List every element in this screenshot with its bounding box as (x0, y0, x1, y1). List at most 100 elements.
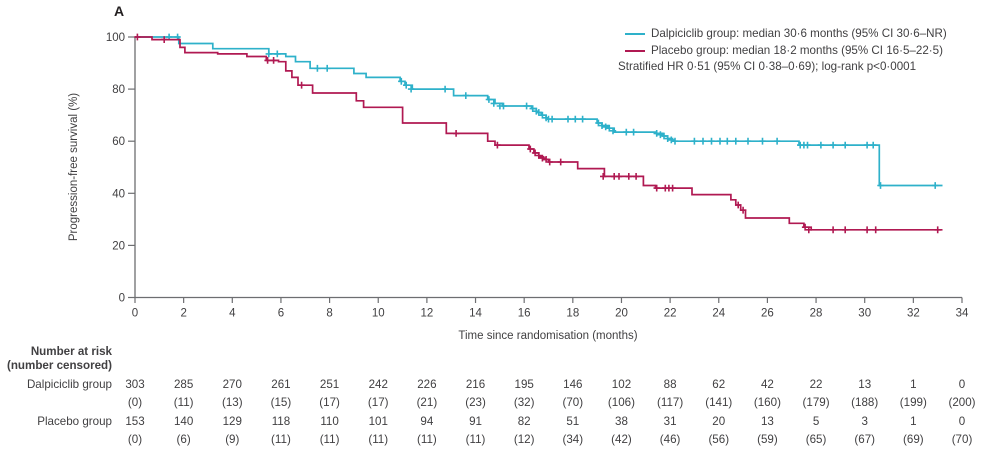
risk-row-label: Placebo group (37, 415, 112, 428)
survival-step-line-dalpiciclib (135, 36, 943, 187)
x-tick-label: 14 (469, 308, 482, 320)
risk-cell-at-risk: 22 (809, 378, 823, 391)
risk-cell-censored: (117) (657, 396, 684, 409)
x-axis-title: Time since randomisation (months) (458, 330, 637, 342)
x-tick-label: 16 (518, 308, 531, 320)
risk-cell-at-risk: 195 (514, 378, 534, 391)
risk-cell-censored: (106) (607, 396, 636, 409)
risk-cell-censored: (200) (948, 396, 976, 409)
risk-cell-censored: (70) (562, 396, 584, 409)
risk-cell-censored: (6) (176, 433, 191, 446)
risk-cell-at-risk: 226 (417, 378, 437, 391)
risk-cell-censored: (11) (368, 433, 389, 446)
x-tick-label: 4 (229, 308, 236, 320)
risk-cell-at-risk: 270 (222, 378, 242, 391)
risk-cell-censored: (15) (270, 396, 292, 409)
x-tick-label: 20 (615, 308, 628, 320)
risk-cell-censored: (13) (221, 396, 243, 409)
risk-cell-censored: (179) (802, 396, 830, 409)
risk-cell-at-risk: 110 (320, 415, 339, 428)
risk-cell-at-risk: 153 (125, 415, 145, 428)
risk-cell-censored: (32) (513, 396, 535, 409)
risk-cell-at-risk: 140 (173, 415, 194, 428)
risk-cell-censored: (12) (513, 433, 535, 446)
risk-cell-at-risk: 251 (319, 378, 340, 391)
risk-cell-censored: (34) (562, 433, 584, 446)
risk-cell-censored: (59) (757, 433, 778, 446)
x-tick-label: 24 (712, 308, 725, 320)
stratified-hr-note: Stratified HR 0·51 (95% CI 0·38–0·69); l… (618, 60, 917, 73)
x-tick-label: 2 (180, 308, 186, 320)
risk-cell-at-risk: 303 (125, 378, 145, 391)
risk-cell-at-risk: 101 (368, 415, 388, 428)
risk-cell-censored: (17) (319, 396, 340, 409)
risk-cell-at-risk: 261 (271, 378, 291, 391)
legend-label-dalpiciclib: Dalpiciclib group: median 30·6 months (9… (651, 27, 947, 40)
legend: Dalpiciclib group: median 30·6 months (9… (618, 26, 947, 76)
risk-cell-at-risk: 102 (611, 378, 632, 391)
legend-item-dalpiciclib: Dalpiciclib group: median 30·6 months (9… (618, 26, 947, 43)
risk-cell-censored: (65) (805, 433, 827, 446)
risk-cell-censored: (23) (465, 396, 486, 409)
risk-cell-censored: (21) (416, 396, 438, 409)
risk-cell-at-risk: 62 (712, 378, 726, 391)
y-axis-title: Progression-free survival (%) (68, 93, 80, 241)
risk-table-header-line1: Number at risk (30, 345, 112, 358)
risk-table-header: Number at risk (number censored) (0, 345, 112, 373)
risk-cell-at-risk: 118 (271, 415, 291, 428)
risk-cell-at-risk: 285 (173, 378, 194, 391)
risk-cell-at-risk: 42 (760, 378, 774, 391)
legend-label-placebo: Placebo group: median 18·2 months (95% C… (651, 43, 943, 57)
risk-cell-censored: (160) (753, 396, 781, 409)
x-tick-label: 18 (566, 308, 579, 320)
y-tick-label: 80 (112, 84, 125, 96)
risk-cell-at-risk: 13 (858, 378, 872, 391)
x-tick-label: 30 (858, 308, 871, 320)
risk-cell-at-risk: 82 (517, 415, 531, 428)
risk-cell-censored: (0) (127, 433, 143, 446)
risk-cell-at-risk: 1 (910, 415, 917, 428)
risk-cell-censored: (46) (659, 433, 681, 446)
risk-cell-censored: (141) (705, 396, 733, 409)
y-tick-label: 0 (119, 293, 125, 305)
risk-cell-censored: (11) (271, 433, 291, 446)
censor-marks-placebo (134, 33, 941, 234)
risk-cell-at-risk: 0 (958, 378, 966, 391)
risk-cell-censored: (17) (367, 396, 389, 409)
risk-cell-at-risk: 13 (760, 415, 774, 428)
risk-cell-at-risk: 216 (465, 378, 486, 391)
risk-cell-censored: (11) (465, 433, 486, 446)
x-tick-label: 12 (420, 308, 433, 320)
placebo-line-swatch (625, 49, 645, 52)
risk-cell-censored: (56) (708, 433, 730, 446)
risk-cell-at-risk: 94 (420, 415, 434, 428)
x-tick-label: 34 (956, 308, 969, 320)
risk-cell-censored: (11) (416, 433, 437, 446)
risk-cell-at-risk: 20 (712, 415, 726, 428)
x-tick-label: 8 (326, 308, 332, 320)
risk-table-header-line2: (number censored) (6, 359, 112, 372)
legend-item-placebo: Placebo group: median 18·2 months (95% C… (618, 43, 947, 60)
risk-cell-at-risk: 31 (663, 415, 677, 428)
risk-cell-at-risk: 0 (958, 415, 966, 428)
dalpiciclib-line-swatch (625, 33, 645, 36)
risk-cell-at-risk: 51 (566, 415, 580, 428)
risk-cell-at-risk: 146 (563, 378, 583, 391)
x-tick-label: 22 (664, 308, 677, 320)
risk-cell-at-risk: 1 (910, 378, 917, 391)
x-tick-label: 6 (278, 308, 284, 320)
x-tick-label: 26 (761, 308, 774, 320)
y-tick-label: 40 (112, 188, 125, 200)
risk-cell-at-risk: 3 (861, 415, 868, 428)
censor-marks-dalpiciclib (165, 33, 939, 189)
risk-cell-censored: (11) (173, 396, 194, 409)
risk-row-label: Dalpiciclib group (26, 378, 112, 391)
axes-line (134, 37, 962, 299)
risk-cell-at-risk: 88 (663, 378, 677, 391)
risk-cell-at-risk: 38 (615, 415, 628, 428)
y-tick-label: 20 (112, 240, 125, 252)
risk-cell-censored: (9) (225, 433, 240, 446)
risk-cell-censored: (70) (951, 433, 973, 446)
risk-cell-at-risk: 129 (222, 415, 242, 428)
x-tick-label: 0 (132, 308, 138, 320)
